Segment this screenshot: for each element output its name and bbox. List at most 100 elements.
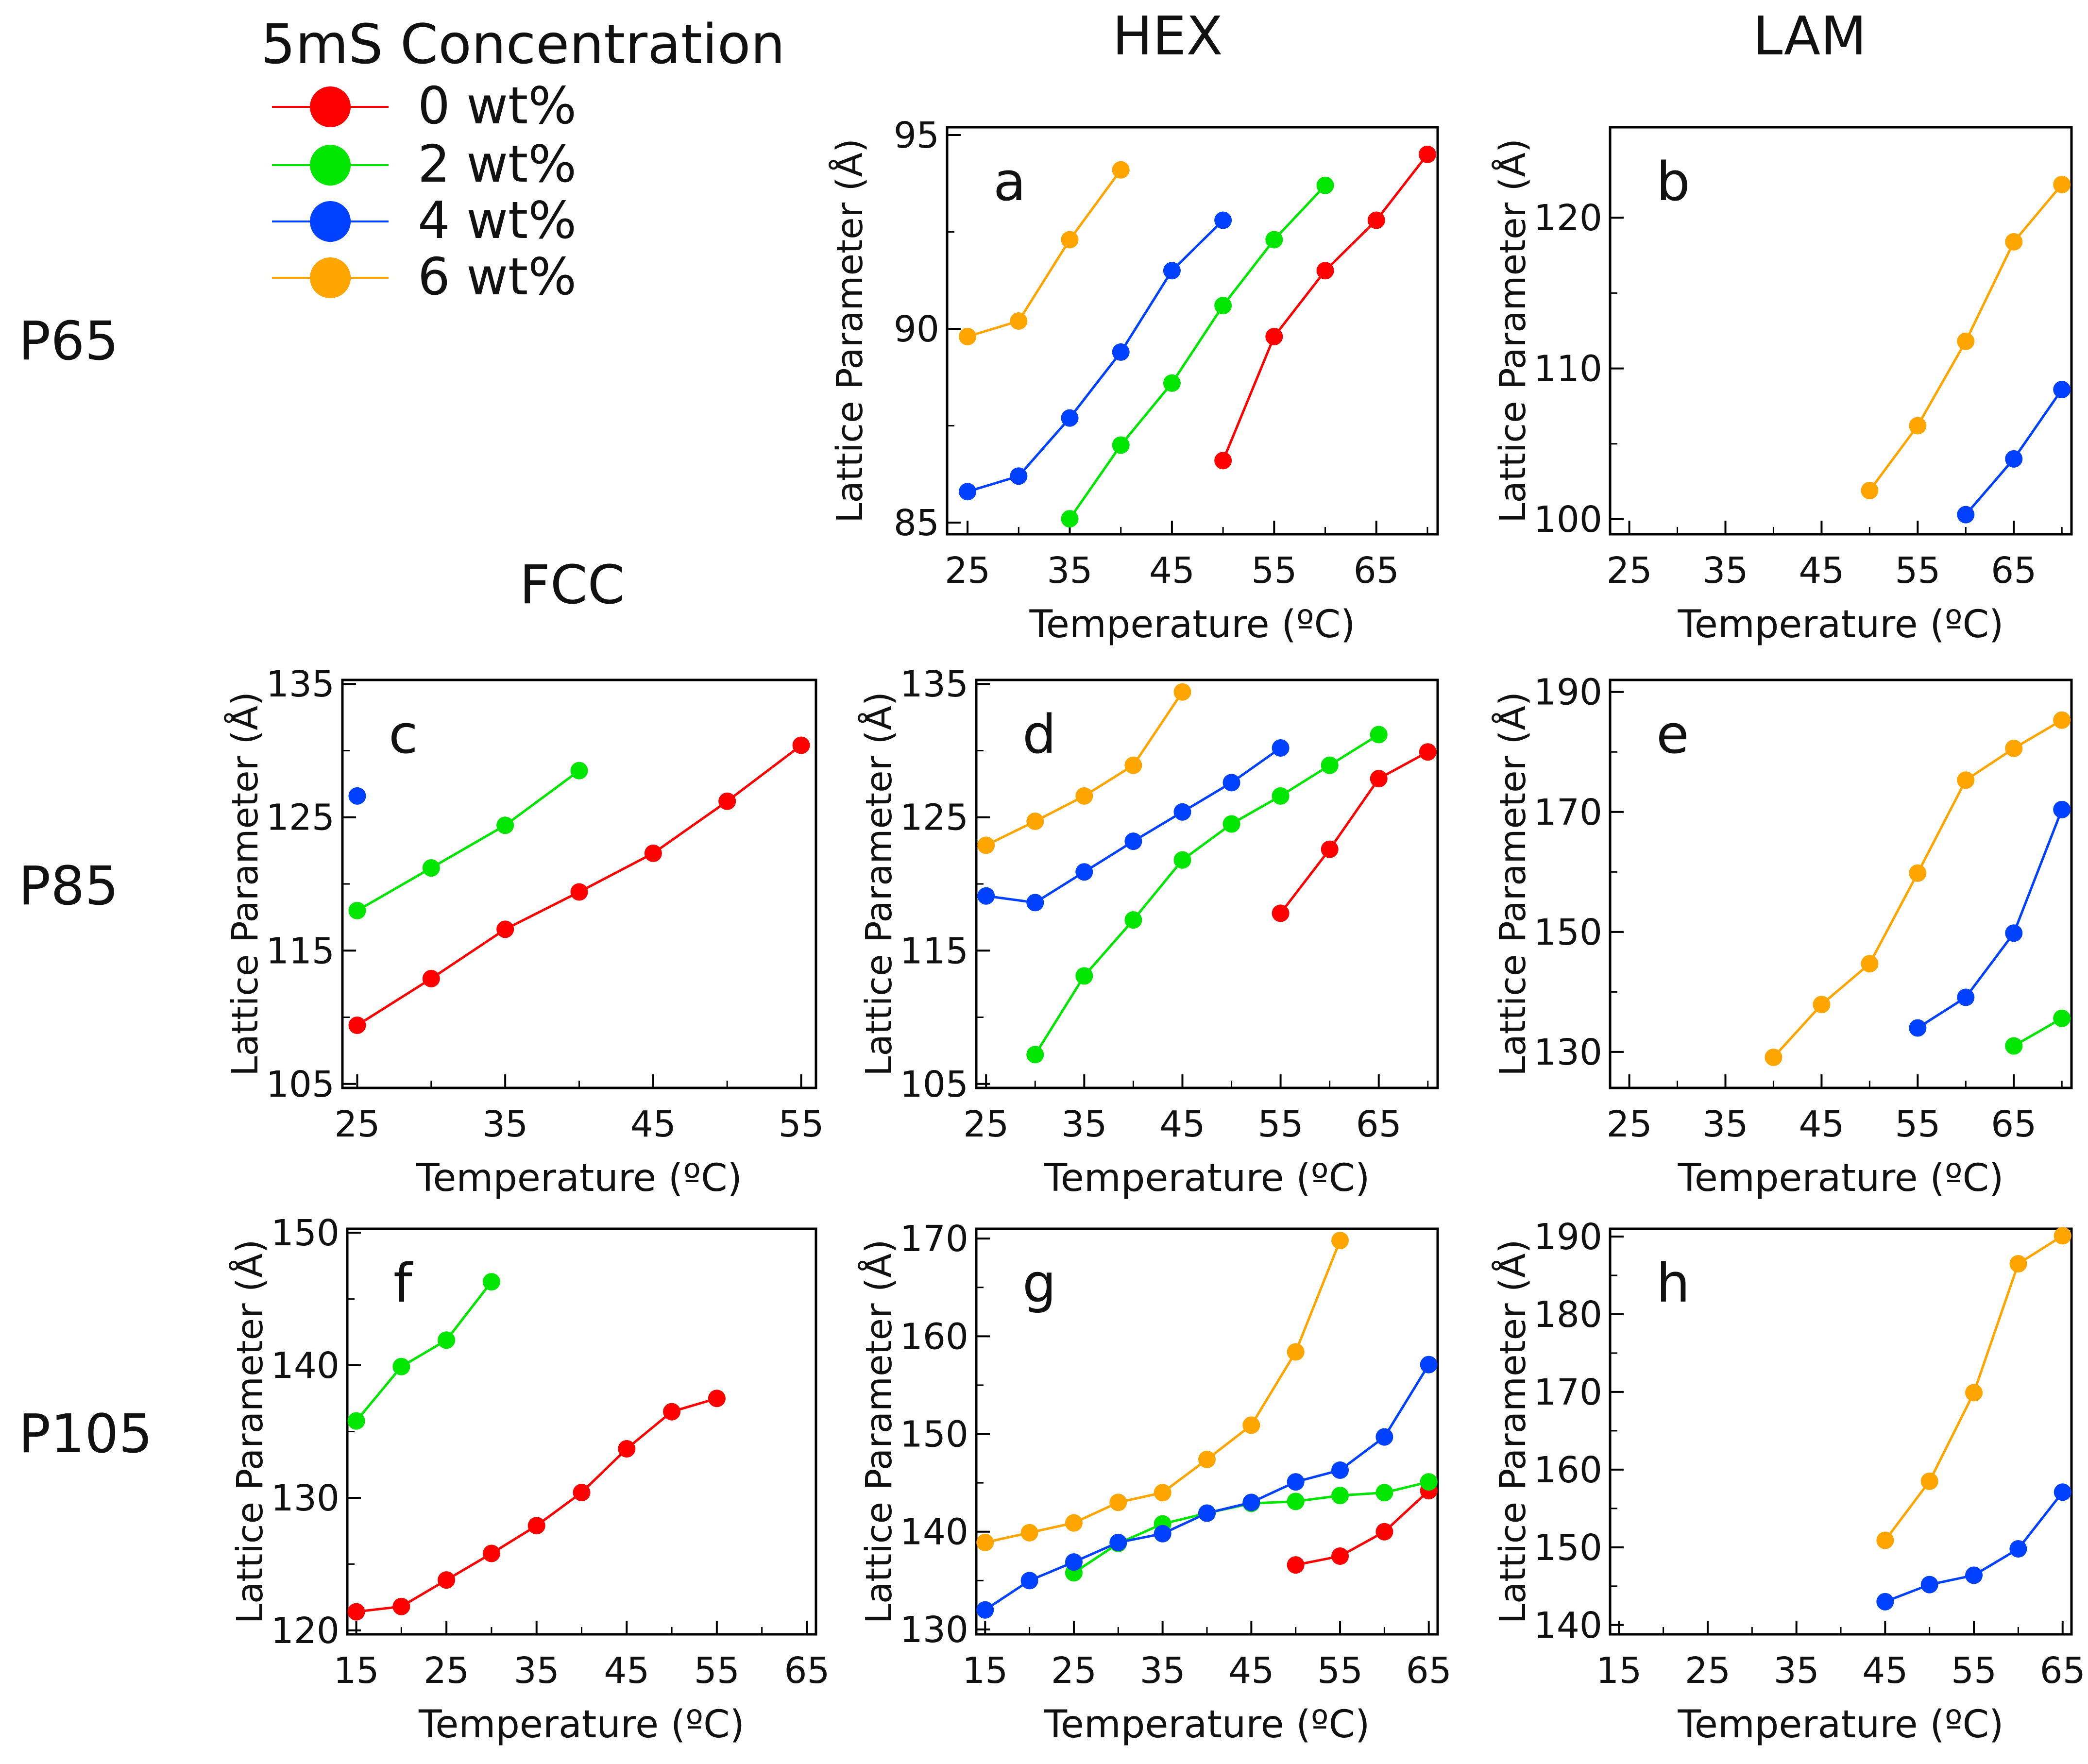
y-tick-label-e: 150 [1534,912,1602,953]
row-label-p85: P85 [18,855,119,917]
x-tick-label-h: 45 [1862,1650,1908,1692]
data-point-a-2wt [1112,436,1130,454]
data-point-g-6wt [1198,1450,1216,1468]
data-point-b-6wt [1909,417,1927,435]
x-tick-label-c: 45 [630,1103,676,1145]
x-tick-label-b: 55 [1895,550,1940,592]
legend-marker-0 [310,86,351,127]
data-point-d-2wt [1370,726,1388,744]
data-point-f-2wt [438,1331,456,1349]
x-tick-label-a: 35 [1047,550,1092,592]
data-point-e-6wt [1861,955,1879,973]
data-point-e-4wt [2053,800,2071,818]
x-tick-label-d: 35 [1061,1103,1107,1145]
data-point-g-6wt [1109,1493,1127,1511]
data-point-f-0wt [438,1571,456,1589]
y-axis-label-e: Lattice Parameter (Å) [1491,692,1534,1076]
data-point-a-6wt [1061,231,1079,249]
data-point-h-6wt [1920,1472,1938,1490]
series-line-d-0wt [1279,751,1428,914]
data-point-g-0wt [1287,1556,1305,1574]
legend-entry-2: 4 wt% [272,191,577,250]
panel-letter-e: e [1656,703,1689,765]
y-tick-label-a: 90 [894,308,939,350]
y-tick-label-b: 110 [1534,348,1602,390]
row-label-p65: P65 [18,310,119,372]
data-point-g-4wt [1375,1428,1393,1446]
data-point-e-2wt [2053,1009,2071,1027]
y-tick-label-b: 120 [1534,197,1602,239]
column-header-lam: LAM [1753,5,1867,67]
x-tick-label-g: 45 [1228,1650,1274,1692]
data-point-d-6wt [977,836,995,854]
panel-a: 25 35 45 55 65 85 90 95 Temperature (ºC) Lattice … [828,115,1439,646]
x-axis-label-b: Temperature (ºC) [1678,603,2004,646]
data-point-g-0wt [1375,1523,1393,1541]
panel-g: 15 25 35 45 55 65 130 140 150 160 170 Temperature (… [857,1218,1452,1747]
series-line-a-6wt [967,169,1122,338]
data-point-h-4wt [1920,1576,1938,1594]
data-point-f-2wt [482,1273,500,1291]
y-tick-label-h: 150 [1534,1527,1602,1569]
data-point-d-4wt [1272,739,1290,757]
x-tick-label-e: 25 [1606,1103,1652,1145]
x-tick-label-d: 55 [1258,1103,1304,1145]
data-point-f-2wt [392,1357,410,1375]
legend-marker-3 [310,257,351,298]
data-point-f-0wt [527,1517,545,1535]
x-tick-label-g: 25 [1051,1650,1097,1692]
x-axis-label-c: Temperature (ºC) [416,1156,742,1200]
data-point-a-4wt [1061,409,1079,427]
data-point-d-0wt [1419,743,1437,761]
legend-label-2: 4 wt% [418,191,577,250]
y-tick-label-g: 170 [900,1218,968,1260]
x-tick-label-a: 45 [1149,550,1195,592]
data-point-a-0wt [1418,145,1436,163]
panel-f: 15 25 35 45 55 65 120 130 140 150 Temperature (ºC)… [228,1212,830,1747]
data-point-g-2wt [1375,1484,1393,1502]
data-point-e-6wt [1909,864,1927,882]
x-tick-label-d: 25 [963,1103,1009,1145]
data-point-g-4wt [1065,1553,1083,1571]
data-point-g-4wt [1020,1572,1038,1590]
data-point-a-0wt [1367,211,1385,229]
data-point-c-0wt [570,883,588,901]
x-tick-label-a: 25 [945,550,990,592]
y-axis-label-d: Lattice Parameter (Å) [857,692,900,1076]
data-point-g-4wt [1198,1504,1216,1522]
x-tick-label-h: 15 [1596,1650,1642,1692]
panel-letter-c: c [389,703,418,765]
data-point-d-6wt [1124,756,1142,774]
series-line-f-0wt [356,1397,717,1613]
y-tick-label-d: 115 [900,930,968,972]
y-tick-label-h: 180 [1534,1294,1602,1336]
x-tick-label-d: 45 [1159,1103,1205,1145]
panel-letter-d: d [1022,703,1056,765]
data-point-e-4wt [2005,924,2023,942]
data-point-f-0wt [708,1390,726,1408]
series-line-g-4wt [984,1364,1430,1611]
y-axis-label-g: Lattice Parameter (Å) [857,1239,900,1624]
legend-label-0: 0 wt% [418,76,577,136]
y-tick-label-h: 140 [1534,1605,1602,1646]
data-point-g-4wt [1331,1461,1349,1479]
data-point-g-4wt [976,1601,994,1619]
x-tick-label-e: 35 [1702,1103,1748,1145]
data-point-g-6wt [976,1533,994,1551]
data-point-a-6wt [1010,312,1028,330]
data-point-f-0wt [392,1597,410,1615]
data-point-g-6wt [1020,1524,1038,1542]
y-axis-label-c: Lattice Parameter (Å) [223,692,266,1076]
plot-frame-f [346,1227,817,1636]
data-point-c-0wt [644,844,662,862]
data-point-a-2wt [1061,510,1079,528]
y-tick-label-g: 150 [900,1414,968,1456]
data-point-a-4wt [1010,467,1028,485]
data-point-h-6wt [1965,1384,1983,1402]
y-tick-label-g: 160 [900,1316,968,1357]
data-point-g-2wt [1287,1493,1305,1510]
data-point-h-4wt [2009,1540,2027,1558]
data-point-b-6wt [1957,332,1975,350]
x-tick-label-f: 65 [784,1650,830,1692]
